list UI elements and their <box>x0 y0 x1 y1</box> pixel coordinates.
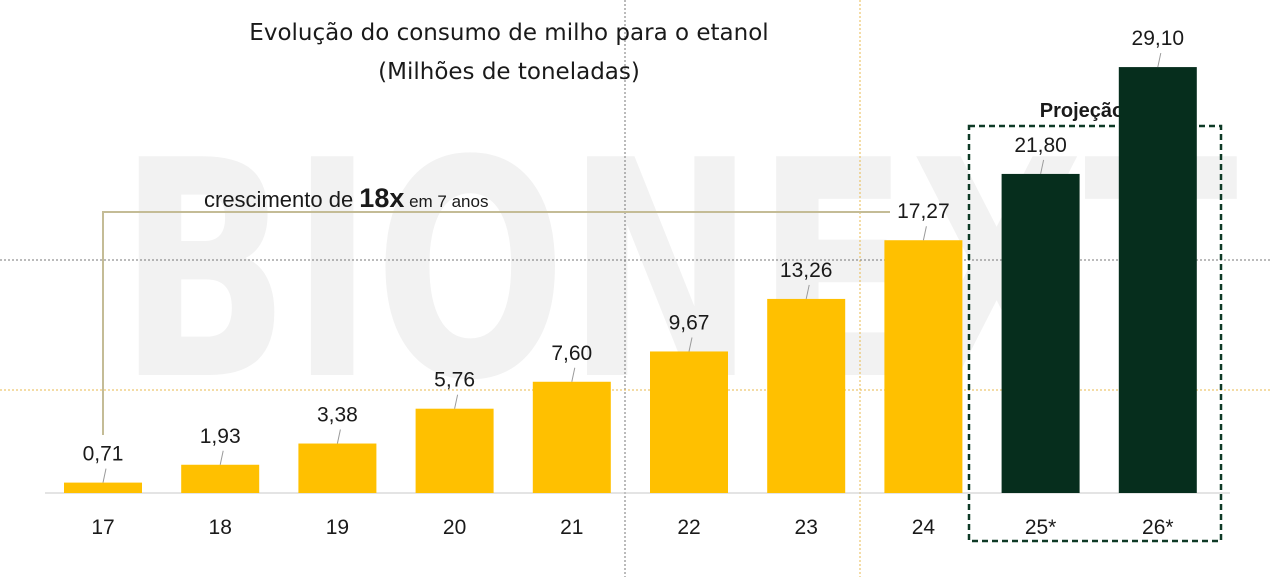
projection-box <box>967 124 1223 543</box>
data-label: 9,67 <box>669 311 710 334</box>
bar-25-projected <box>1001 173 1080 493</box>
bar-24 <box>884 240 963 493</box>
data-label: 5,76 <box>434 369 475 392</box>
data-label: 0,71 <box>83 443 124 466</box>
chart-subtitle: (Milhões de toneladas) <box>378 59 640 85</box>
x-tick-label: 24 <box>912 516 936 539</box>
data-label: 21,80 <box>1014 134 1067 157</box>
x-tick-label: 18 <box>209 516 232 539</box>
growth-annotation: crescimento de 18x em 7 anos <box>204 183 488 213</box>
data-label-leader <box>219 450 224 465</box>
growth-multiplier: 18x <box>359 183 404 213</box>
chart-title: Evolução do consumo de milho para o etan… <box>249 20 768 46</box>
data-label: 29,10 <box>1132 27 1185 50</box>
data-label: 1,93 <box>200 425 241 448</box>
data-label-leader <box>1040 159 1045 175</box>
data-label-leader <box>922 226 927 241</box>
growth-suffix: em 7 anos <box>404 192 488 211</box>
x-tick-label: 25* <box>1025 516 1057 539</box>
x-tick-label: 20 <box>443 516 466 539</box>
bar-17 <box>64 482 142 493</box>
x-tick-label: 19 <box>326 516 349 539</box>
bar-20 <box>415 408 494 493</box>
data-label-leader <box>805 284 810 300</box>
bar-23 <box>767 298 846 493</box>
projection-label: Projeção <box>1040 100 1124 122</box>
data-label-leader <box>102 468 107 483</box>
data-label-leader <box>336 429 341 444</box>
bar-19 <box>298 443 377 493</box>
bars-layer: 0,71 17 1,93 18 3,38 19 5,76 20 7,60 21 9,67 22 13,2… <box>64 27 1197 539</box>
growth-bracket-line <box>102 211 890 435</box>
x-tick-label: 17 <box>91 516 114 539</box>
bar-22 <box>650 351 728 493</box>
x-tick-label: 26* <box>1142 516 1174 539</box>
x-tick-label: 23 <box>795 516 818 539</box>
data-label: 7,60 <box>551 342 592 365</box>
x-tick-label: 21 <box>560 516 583 539</box>
data-label-leader <box>454 394 459 409</box>
growth-prefix: crescimento de <box>204 187 359 212</box>
data-label-leader <box>688 337 693 352</box>
x-tick-label: 22 <box>677 516 700 539</box>
data-label: 17,27 <box>897 200 950 223</box>
data-label: 13,26 <box>780 259 833 282</box>
data-label-leader <box>1157 52 1162 68</box>
bar-26-projected <box>1118 67 1197 493</box>
bar-18 <box>181 464 260 493</box>
bar-21 <box>532 381 611 493</box>
data-label: 3,38 <box>317 404 358 427</box>
data-label-leader <box>571 367 576 382</box>
